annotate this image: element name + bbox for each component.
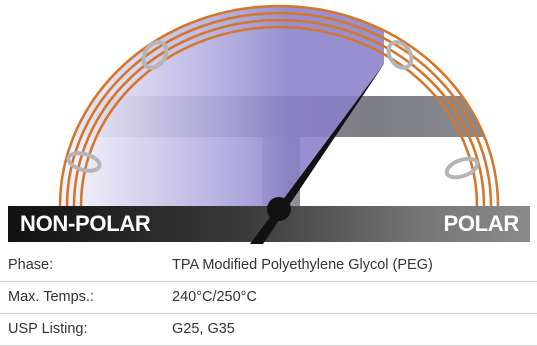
polar-label: POLAR xyxy=(443,211,519,236)
polarity-gauge xyxy=(8,4,530,244)
spec-row-usp-listing: USP Listing: G25, G35 xyxy=(0,314,537,346)
spec-value: TPA Modified Polyethylene Glycol (PEG) xyxy=(172,257,433,273)
spec-label: USP Listing: xyxy=(8,321,88,337)
spec-label: Max. Temps.: xyxy=(8,289,94,305)
non-polar-label: NON-POLAR xyxy=(20,211,151,236)
needle-pivot xyxy=(267,197,291,221)
column-coil xyxy=(58,4,500,207)
spec-label: Phase: xyxy=(8,257,54,273)
spec-value: G25, G35 xyxy=(172,321,235,337)
spec-row-phase: Phase: TPA Modified Polyethylene Glycol … xyxy=(0,250,537,282)
spec-row-max-temps: Max. Temps.: 240°C/250°C xyxy=(0,282,537,314)
spec-table: Phase: TPA Modified Polyethylene Glycol … xyxy=(0,250,537,346)
coil-ring-icon xyxy=(386,40,480,180)
coil-ring-icon xyxy=(66,40,169,173)
spec-value: 240°C/250°C xyxy=(172,289,257,305)
